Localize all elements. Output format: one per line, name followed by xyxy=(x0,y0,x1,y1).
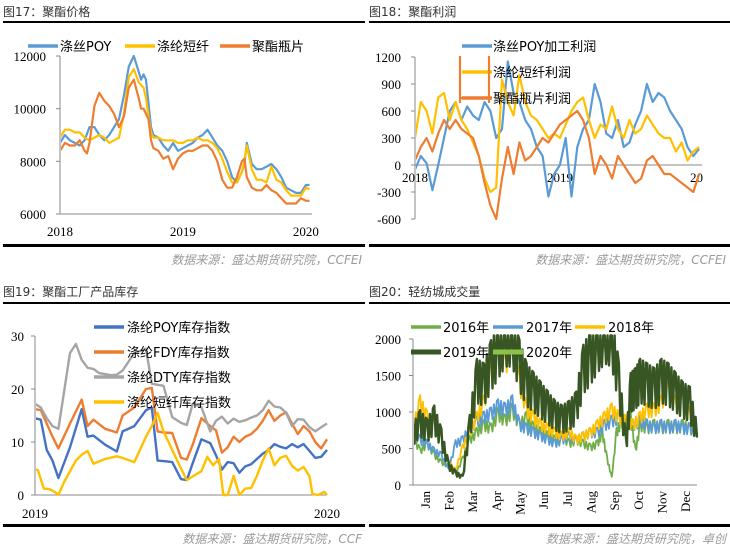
fig20-xtick-label: Aug xyxy=(584,491,599,514)
fig20-legend-label-0: 2016年 xyxy=(443,321,489,336)
fig17-legend-label-0: 涤丝POY xyxy=(60,40,111,55)
fig20-ytick-label: 1500 xyxy=(375,369,401,384)
fig20-title: 图20：轻纺城成交量 xyxy=(369,285,481,299)
fig20-xtick-label: May xyxy=(513,491,528,515)
fig18-ytick-label: 1200 xyxy=(375,50,401,65)
fig18-ytick-label: -300 xyxy=(377,185,401,200)
fig19-ytick-label: 20 xyxy=(11,382,24,397)
fig20-legend-label-2: 2018年 xyxy=(608,321,654,336)
fig20-source: 数据来源：盛达期货研究院，卓创 xyxy=(545,532,726,546)
fig18-xtick-label: 2018 xyxy=(402,170,428,185)
fig18-series-line-1 xyxy=(416,73,700,194)
fig19-xtick-label: 2020 xyxy=(314,506,340,521)
fig19-ytick-label: 10 xyxy=(11,435,24,450)
fig20-xtick-label: Dec xyxy=(678,491,693,512)
fig20-xtick-label: Jun xyxy=(536,491,551,510)
fig20-series-line-3 xyxy=(414,334,699,479)
fig20-ytick-label: 1000 xyxy=(375,405,401,420)
fig20-xtick-label: Oct xyxy=(631,491,646,510)
fig19-legend-label-3: 涤纶短纤库存指数 xyxy=(127,395,231,411)
fig19-ytick-label: 30 xyxy=(11,329,24,344)
fig20-legend-label-1: 2017年 xyxy=(526,321,572,336)
fig18-bottom-rule xyxy=(369,244,730,247)
fig17-ytick-label: 10000 xyxy=(14,102,47,117)
fig18-title: 图18：聚酯利润 xyxy=(369,5,457,19)
fig18-xtick-label: 20 xyxy=(690,170,703,185)
fig17-ytick-label: 8000 xyxy=(20,154,46,169)
fig18-legend-label-1: 涤纶短纤利润 xyxy=(493,66,571,81)
fig19-source: 数据来源：盛达期货研究院，CCF xyxy=(182,532,362,546)
fig19-bottom-rule xyxy=(3,524,365,527)
fig20-xtick-label: Jan xyxy=(418,491,433,509)
fig18-series-line-0 xyxy=(416,60,700,198)
fig18-legend-label-2: 聚酯瓶片利润 xyxy=(493,92,571,107)
fig20-legend-label-4: 2020年 xyxy=(526,346,572,361)
fig18-ytick-label: 900 xyxy=(382,77,402,92)
fig17-series-line-1 xyxy=(61,68,310,197)
fig17-xtick-label: 2018 xyxy=(47,224,73,239)
fig19-series-line-3 xyxy=(36,411,328,497)
fig17-series-line-0 xyxy=(61,54,310,194)
fig18-ytick-label: 0 xyxy=(395,158,402,173)
fig20-series-line-1 xyxy=(414,394,698,470)
fig18-top-rule xyxy=(369,21,730,23)
fig18-source: 数据来源：盛达期货研究院，CCFEI xyxy=(535,253,726,267)
fig17-xtick-label: 2019 xyxy=(170,224,196,239)
fig17-legend-label-2: 聚酯瓶片 xyxy=(252,40,304,55)
fig19-xtick-label: 2019 xyxy=(22,506,48,521)
fig19-series-line-2 xyxy=(36,342,328,433)
fig18-ytick-label: 300 xyxy=(382,131,402,146)
fig18-ytick-label: -600 xyxy=(377,212,401,227)
fig20-bottom-rule xyxy=(369,524,730,527)
fig18-legend-label-0: 涤丝POY加工利润 xyxy=(493,40,596,55)
fig19-legend-label-2: 涤纶DTY库存指数 xyxy=(127,370,231,386)
fig20-ytick-label: 0 xyxy=(395,478,402,493)
fig18-legend-artifact xyxy=(458,56,491,103)
fig19-legend-label-1: 涤纶FDY库存指数 xyxy=(127,345,230,361)
fig20-series-line-2 xyxy=(414,334,698,470)
fig20-chart: 2000 1500 1000 500 0 Jan Feb Mar Apr May Jun Jul Aug… xyxy=(375,321,699,515)
fig17-xtick-label: 2020 xyxy=(293,224,319,239)
fig18-ytick-label: 600 xyxy=(382,104,402,119)
fig20-xtick-label: Sep xyxy=(607,491,622,511)
fig20-xtick-label: Nov xyxy=(655,491,670,514)
fig20-xtick-label: Jul xyxy=(560,491,575,507)
fig20-top-rule xyxy=(369,302,730,304)
fig19-chart: 30 20 10 0 2019 2020 涤纶POY库存指数涤纶FDY库存指数涤纶DTY库存… xyxy=(11,320,340,521)
fig17-ytick-label: 6000 xyxy=(20,207,46,222)
fig19-legend-label-0: 涤纶POY库存指数 xyxy=(127,320,230,336)
fig17-legend-label-1: 涤纶短纤 xyxy=(157,40,209,55)
fig17-ytick-label: 12000 xyxy=(14,49,47,64)
fig17-top-rule xyxy=(3,21,365,23)
fig20-legend-label-3: 2019年 xyxy=(443,346,489,361)
fig19-ytick-label: 0 xyxy=(18,488,25,503)
fig19-title: 图19：聚酯工厂产品库存 xyxy=(3,285,139,299)
fig20-xtick-label: Apr xyxy=(489,490,504,511)
fig20-ytick-label: 500 xyxy=(382,442,402,457)
fig20-xtick-label: Mar xyxy=(465,490,480,512)
fig20-ytick-label: 2000 xyxy=(375,332,401,347)
fig20-xtick-label: Feb xyxy=(442,491,457,511)
fig19-series-line-0 xyxy=(36,406,328,482)
fig19-top-rule xyxy=(3,302,365,304)
fig18-series-line-2 xyxy=(416,109,701,221)
fig17-bottom-rule xyxy=(3,244,365,247)
fig17-title: 图17：聚酯价格 xyxy=(3,5,91,19)
fig17-series-line-2 xyxy=(61,78,310,205)
fig17-source: 数据来源：盛达期货研究院，CCFEI xyxy=(171,253,362,267)
